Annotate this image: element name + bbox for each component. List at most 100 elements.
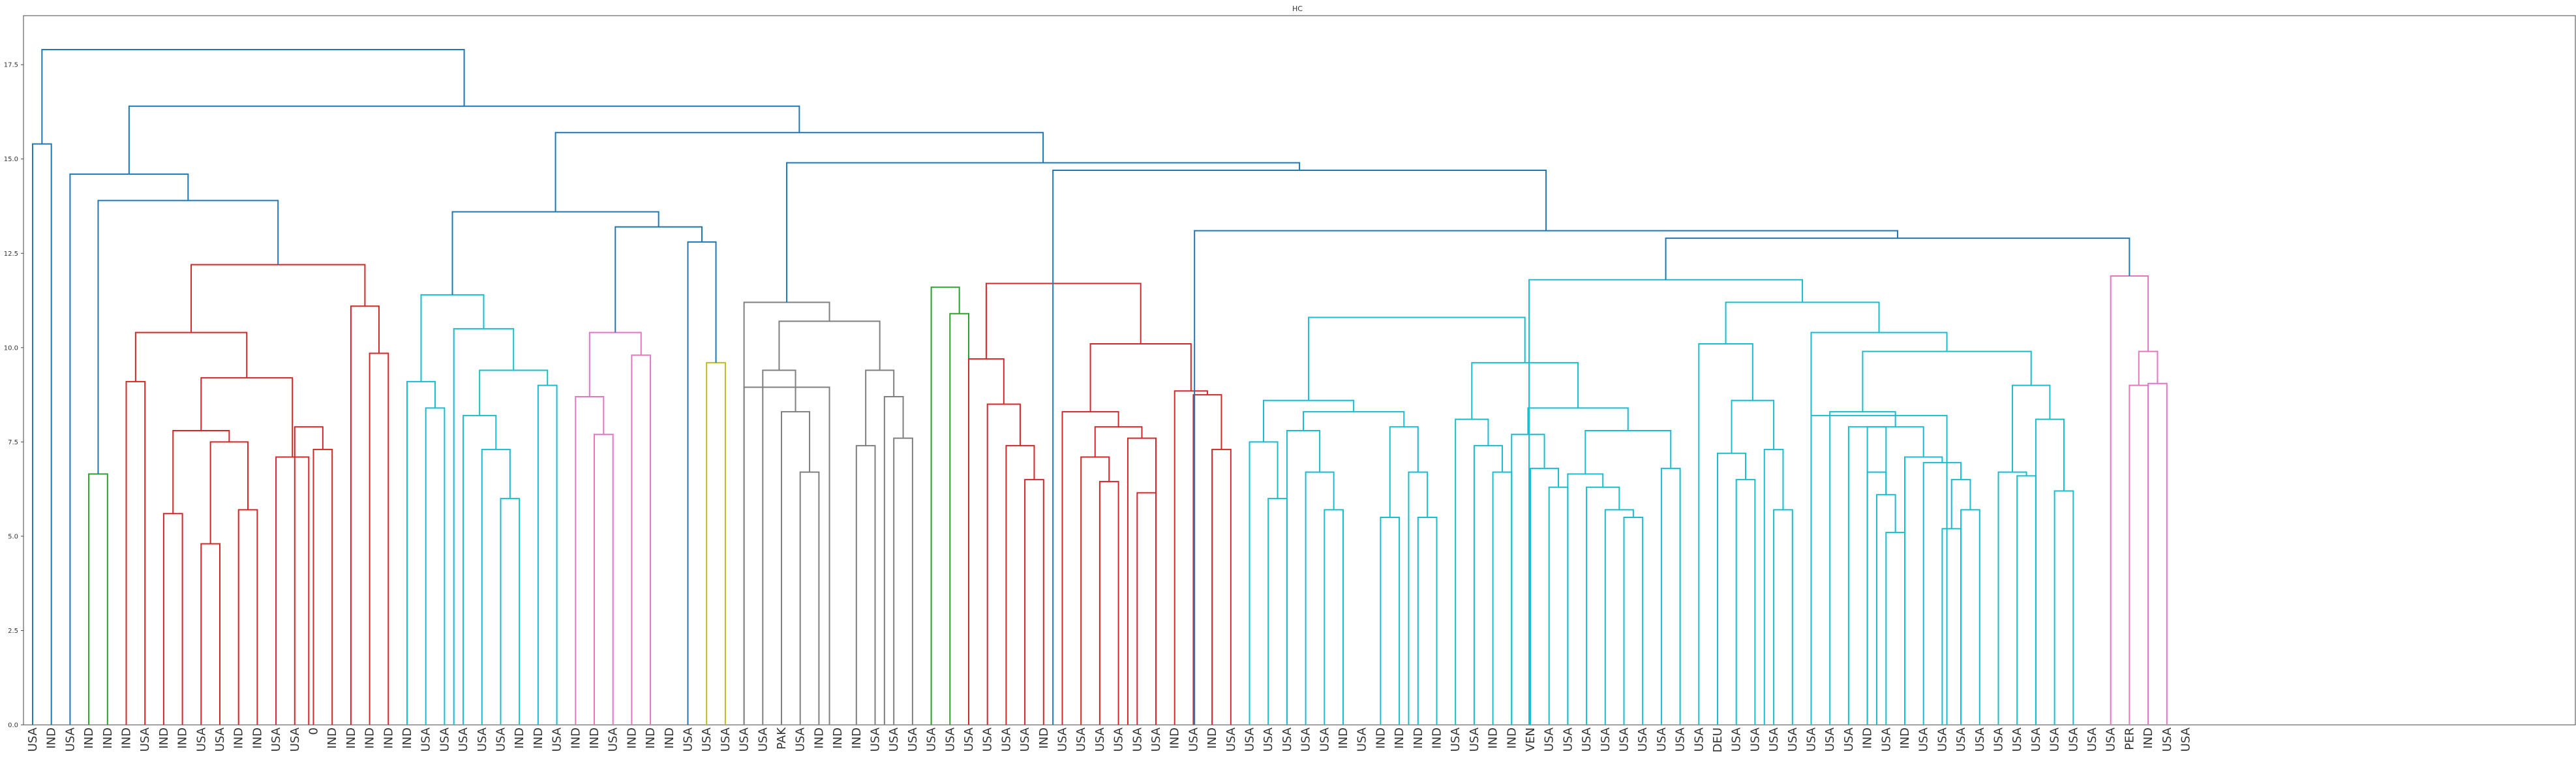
dendrogram-link bbox=[2147, 382, 2168, 725]
dendrogram-link bbox=[1941, 528, 1962, 725]
leaf-label: USA bbox=[906, 727, 920, 752]
dendrogram-link bbox=[1308, 316, 1526, 401]
leaf-label: USA bbox=[869, 727, 883, 752]
leaf-label: USA bbox=[719, 727, 733, 752]
leaf-label: USA bbox=[1730, 727, 1744, 752]
dendrogram-link bbox=[2053, 490, 2074, 725]
leaf-label: IND bbox=[1374, 727, 1387, 749]
leaf-label: USA bbox=[1130, 727, 1144, 752]
leaf-label: DEU bbox=[1711, 727, 1725, 752]
dendrogram-link bbox=[1389, 426, 1419, 517]
dendrogram-link bbox=[1511, 433, 1545, 725]
leaf-label: USA bbox=[1618, 727, 1631, 752]
dendrogram-link bbox=[986, 403, 1021, 725]
leaf-label: IND bbox=[513, 727, 526, 749]
leaf-label: USA bbox=[1468, 727, 1481, 752]
leaf-label: USA bbox=[2010, 727, 2024, 752]
leaf-label: USA bbox=[1449, 727, 1462, 752]
leaf-label: USA bbox=[1243, 727, 1257, 752]
leaf-label: USA bbox=[1599, 727, 1613, 752]
leaf-label: USA bbox=[2067, 727, 2080, 752]
dendrogram-link bbox=[1810, 414, 1948, 725]
dendrogram-link bbox=[1408, 471, 1429, 725]
dendrogram-link bbox=[1492, 471, 1513, 725]
leaf-label: IND bbox=[850, 727, 864, 749]
leaf-label: USA bbox=[1935, 727, 1949, 752]
dendrogram-link bbox=[1211, 448, 1232, 725]
leaf-label: USA bbox=[194, 727, 208, 752]
dendrogram-link bbox=[406, 380, 436, 725]
dendrogram-link bbox=[1950, 479, 1971, 529]
dendrogram-link bbox=[743, 386, 830, 725]
leaf-label: USA bbox=[1992, 727, 2006, 752]
dendrogram-link bbox=[1997, 471, 2027, 725]
dendrogram-link bbox=[1698, 343, 1753, 725]
leaf-label: IND bbox=[157, 727, 171, 749]
leaf-label: IND bbox=[45, 727, 59, 749]
leaf-label: IND bbox=[1861, 727, 1875, 749]
dendrogram-link bbox=[575, 395, 605, 725]
dendrogram-link bbox=[1192, 394, 1222, 725]
leaf-label: IND bbox=[1412, 727, 1425, 749]
leaf-label: USA bbox=[26, 727, 40, 752]
dendrogram-link bbox=[2129, 384, 2149, 725]
dendrogram-link bbox=[1089, 343, 1192, 412]
leaf-label: IND bbox=[663, 727, 676, 749]
leaf-label: IND bbox=[101, 727, 115, 749]
dendrogram-link bbox=[200, 543, 220, 725]
leaf-label: IND bbox=[250, 727, 264, 749]
leaf-label: USA bbox=[1767, 727, 1781, 752]
dendrogram-link bbox=[1473, 445, 1503, 725]
leaf-label: USA bbox=[682, 727, 695, 752]
dendrogram-link bbox=[1174, 390, 1208, 725]
dendrogram-link bbox=[968, 358, 1005, 725]
leaf-label: USA bbox=[2085, 727, 2099, 752]
leaf-label: IND bbox=[1168, 727, 1182, 749]
leaf-label: USA bbox=[925, 727, 939, 752]
leaf-label: IND bbox=[1337, 727, 1350, 749]
dendrogram-link bbox=[1735, 479, 1756, 725]
dendrogram-link bbox=[2138, 350, 2159, 386]
plot-frame bbox=[23, 15, 2576, 726]
leaf-label: USA bbox=[1748, 727, 1762, 752]
dendrogram-link bbox=[1061, 411, 1119, 725]
leaf-label: USA bbox=[887, 727, 901, 752]
dendrogram-link bbox=[588, 331, 642, 397]
dendrogram-link bbox=[97, 200, 279, 474]
y-tick-label: 7.5 bbox=[8, 439, 18, 446]
dendrogram-link bbox=[1249, 441, 1279, 725]
dendrogram-link bbox=[2012, 384, 2051, 472]
dendrogram-link bbox=[1810, 331, 1948, 725]
dendrogram-link bbox=[1305, 471, 1335, 725]
dendrogram-link bbox=[949, 313, 969, 725]
leaf-label: IND bbox=[588, 727, 601, 749]
dendrogram-link bbox=[1623, 516, 1644, 725]
leaf-label: USA bbox=[1655, 727, 1669, 752]
dendrogram-link bbox=[1665, 237, 2130, 280]
leaf-label: USA bbox=[63, 727, 77, 752]
leaf-label: IND bbox=[644, 727, 658, 749]
dendrogram-link bbox=[985, 283, 1142, 359]
dendrogram-link bbox=[1530, 467, 1560, 725]
leaf-label: IND bbox=[2142, 727, 2155, 749]
dendrogram-link bbox=[1303, 411, 1405, 431]
dendrogram-link bbox=[631, 354, 652, 725]
dendrogram-link bbox=[1005, 445, 1035, 725]
dendrogram-link bbox=[778, 320, 881, 371]
leaf-label: USA bbox=[551, 727, 564, 752]
leaf-label: USA bbox=[1692, 727, 1706, 752]
leaf-label: IND bbox=[1505, 727, 1519, 749]
y-tick-label: 5.0 bbox=[8, 533, 18, 540]
leaf-label: USA bbox=[1318, 727, 1331, 752]
leaf-label: USA bbox=[138, 727, 152, 752]
dendrogram-link bbox=[172, 430, 230, 514]
leaf-label: USA bbox=[794, 727, 808, 752]
leaf-label: USA bbox=[1636, 727, 1650, 752]
leaf-label: USA bbox=[1356, 727, 1369, 752]
dendrogram-link bbox=[1731, 399, 1775, 453]
dendrogram-link bbox=[162, 513, 183, 725]
leaf-label: IND bbox=[120, 727, 134, 749]
dendrogram-link bbox=[1862, 350, 2032, 412]
